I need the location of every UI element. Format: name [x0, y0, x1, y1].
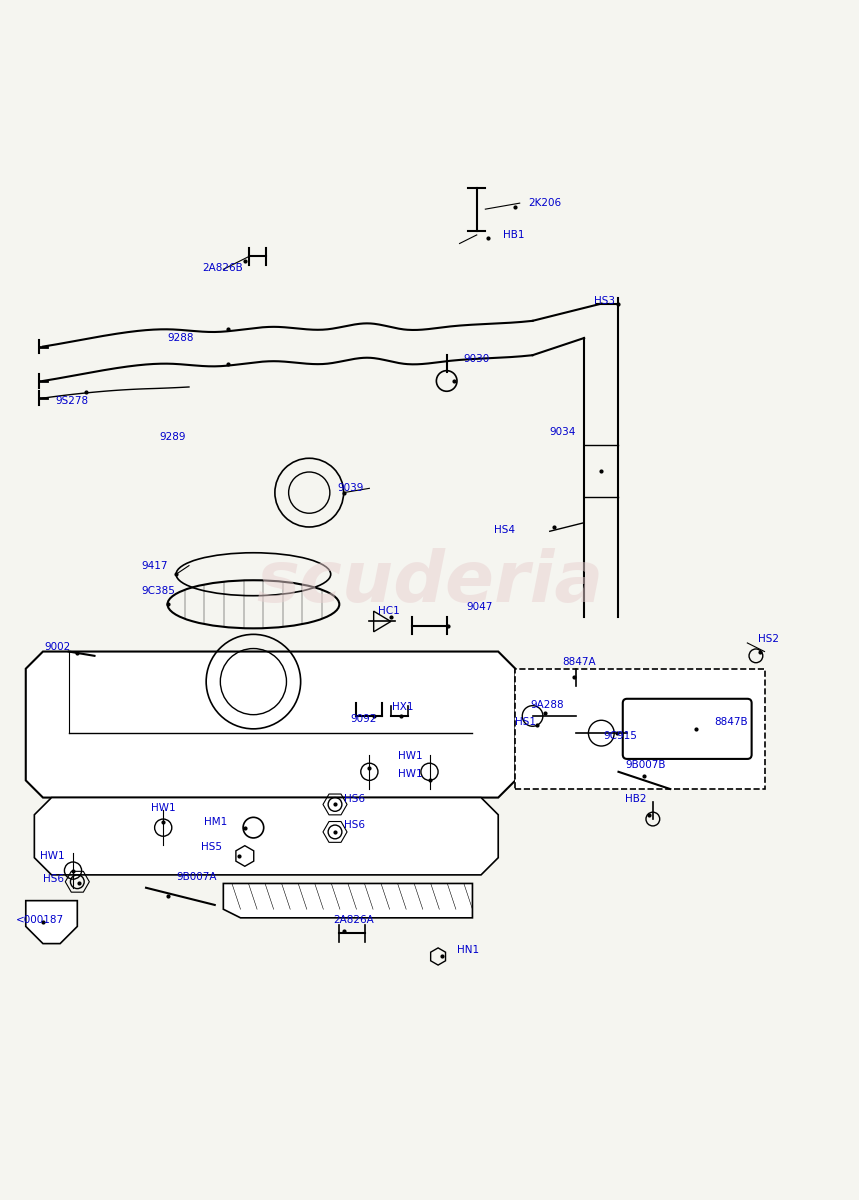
Text: HS6: HS6	[44, 874, 64, 884]
Text: <000187: <000187	[15, 914, 64, 924]
Text: 9002: 9002	[45, 642, 71, 653]
Text: HS5: HS5	[201, 842, 222, 852]
Text: HB2: HB2	[625, 794, 647, 804]
Text: HW1: HW1	[40, 851, 64, 860]
Text: 9A288: 9A288	[531, 700, 564, 709]
Text: HS6: HS6	[344, 820, 365, 830]
Text: scuderia: scuderia	[256, 548, 603, 617]
Text: 9C385: 9C385	[142, 587, 175, 596]
Text: 8847B: 8847B	[715, 716, 748, 727]
Text: 9047: 9047	[466, 602, 493, 612]
Text: HC1: HC1	[378, 606, 399, 616]
Text: HB1: HB1	[503, 230, 524, 240]
Text: 9034: 9034	[550, 427, 576, 438]
Polygon shape	[26, 901, 77, 943]
Text: 9417: 9417	[142, 560, 168, 571]
Bar	[515, 668, 765, 788]
Text: 2K206: 2K206	[528, 198, 562, 208]
Text: 2A826A: 2A826A	[333, 914, 374, 924]
Text: HW1: HW1	[398, 768, 423, 779]
Text: 9289: 9289	[159, 432, 186, 442]
Text: 9C915: 9C915	[603, 731, 637, 740]
Text: HW1: HW1	[398, 751, 423, 761]
Text: HM1: HM1	[204, 817, 228, 827]
Text: 8847A: 8847A	[563, 656, 596, 667]
Text: 9288: 9288	[168, 334, 194, 343]
Text: 9B007B: 9B007B	[625, 760, 666, 770]
Text: 9S278: 9S278	[56, 396, 89, 406]
Text: 9030: 9030	[464, 354, 490, 365]
Text: HS4: HS4	[494, 524, 515, 534]
Text: HS2: HS2	[758, 634, 778, 643]
Text: 2A826B: 2A826B	[202, 263, 242, 272]
Text: 9039: 9039	[338, 484, 364, 493]
Text: HS1: HS1	[515, 716, 536, 727]
Polygon shape	[34, 798, 498, 875]
Text: HX1: HX1	[392, 702, 413, 713]
Text: HN1: HN1	[457, 946, 479, 955]
Text: 9092: 9092	[350, 714, 377, 724]
Polygon shape	[223, 883, 472, 918]
Polygon shape	[26, 652, 515, 798]
Text: 9B007A: 9B007A	[176, 871, 216, 882]
Text: HS3: HS3	[594, 296, 615, 306]
FancyBboxPatch shape	[623, 698, 752, 758]
Text: HS6: HS6	[344, 794, 365, 804]
Text: HW1: HW1	[151, 803, 176, 812]
